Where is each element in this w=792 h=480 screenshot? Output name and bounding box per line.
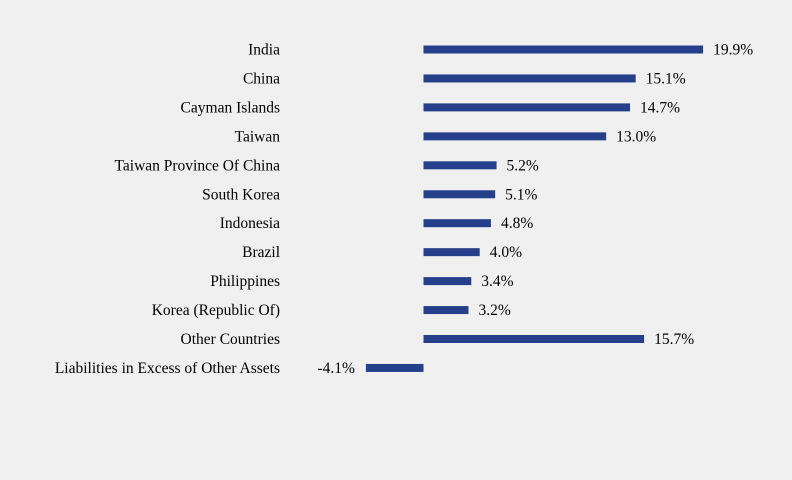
bar [423, 161, 497, 170]
bar [423, 277, 472, 286]
category-label: Other Countries [181, 331, 280, 348]
bar [423, 306, 469, 315]
bars [365, 45, 704, 372]
value-label: 3.2% [478, 302, 510, 319]
bar [423, 190, 496, 199]
category-label: Philippines [210, 273, 280, 290]
value-label: 3.4% [481, 273, 513, 290]
category-label: China [243, 70, 280, 87]
category-labels: India China Cayman Islands Taiwan Taiwan Pro… [55, 42, 280, 377]
value-label: 5.2% [507, 157, 539, 174]
value-labels: 19.9% 15.1% 14.7% 13.0% 5.2% 5.1% 4.8% 4.0% 3.4%… [317, 42, 753, 377]
value-label: 15.1% [646, 70, 686, 87]
value-label: 5.1% [505, 186, 537, 203]
category-label: Liabilities in Excess of Other Assets [55, 360, 280, 377]
bar [365, 363, 424, 372]
value-label: 19.9% [713, 42, 753, 59]
category-label: Taiwan [235, 128, 281, 145]
category-label: Indonesia [220, 215, 280, 232]
category-label: South Korea [202, 186, 280, 203]
value-label: 13.0% [616, 128, 656, 145]
value-label: 15.7% [654, 331, 694, 348]
category-label: Taiwan Province Of China [115, 157, 281, 174]
bar [423, 219, 491, 228]
category-label: Korea (Republic Of) [152, 302, 280, 319]
bar [423, 103, 631, 112]
bar [423, 132, 607, 141]
value-label: 4.0% [490, 244, 522, 261]
value-label: 4.8% [501, 215, 533, 232]
category-label: India [248, 42, 280, 59]
bar [423, 248, 480, 257]
bar [423, 335, 645, 343]
category-label: Cayman Islands [181, 99, 280, 116]
bar [423, 45, 704, 54]
value-label: -4.1% [317, 360, 355, 377]
bar [423, 74, 636, 83]
category-label: Brazil [242, 244, 280, 261]
value-label: 14.7% [640, 99, 680, 116]
